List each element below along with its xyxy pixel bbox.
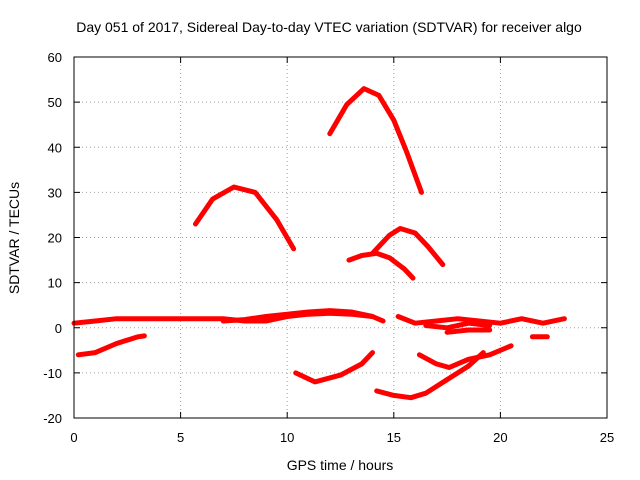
- series-band-4: [423, 320, 493, 331]
- x-tick-label: 15: [387, 430, 401, 445]
- y-axis-label: SDTVAR / TECUs: [6, 182, 22, 294]
- y-tick-label: -10: [43, 366, 62, 381]
- x-tick-label: 10: [280, 430, 294, 445]
- y-tick-label: 0: [55, 321, 62, 336]
- series-band-3: [395, 314, 567, 326]
- series-neg-3: [374, 350, 486, 401]
- y-tick-label: 20: [48, 231, 62, 246]
- y-tick-label: 50: [48, 95, 62, 110]
- series-band-2: [220, 308, 375, 324]
- y-tick-label: -20: [43, 411, 62, 426]
- series-layer: [71, 86, 567, 401]
- chart-title: Day 051 of 2017, Sidereal Day-to-day VTE…: [76, 19, 582, 35]
- series-arc-4: [346, 250, 416, 281]
- series-neg-2: [293, 350, 375, 385]
- y-tick-label: 10: [48, 276, 62, 291]
- x-tick-label: 5: [177, 430, 184, 445]
- y-tick-label: 40: [48, 140, 62, 155]
- series-band-5: [444, 327, 493, 335]
- ticks: 0 5 10 15 20 25 -20 -10 0 10 20 30 40 50 60: [43, 50, 614, 445]
- y-tick-label: 30: [48, 185, 62, 200]
- series-neg-1: [75, 333, 147, 358]
- series-arc-2: [327, 86, 424, 195]
- x-axis-label: GPS time / hours: [287, 457, 394, 473]
- x-tick-label: 0: [70, 430, 77, 445]
- x-tick-label: 25: [600, 430, 614, 445]
- y-tick-label: 60: [48, 50, 62, 65]
- series-arc-1: [193, 184, 297, 252]
- x-tick-label: 20: [493, 430, 507, 445]
- series-arc-3: [370, 226, 446, 268]
- series-neg-4: [416, 343, 514, 370]
